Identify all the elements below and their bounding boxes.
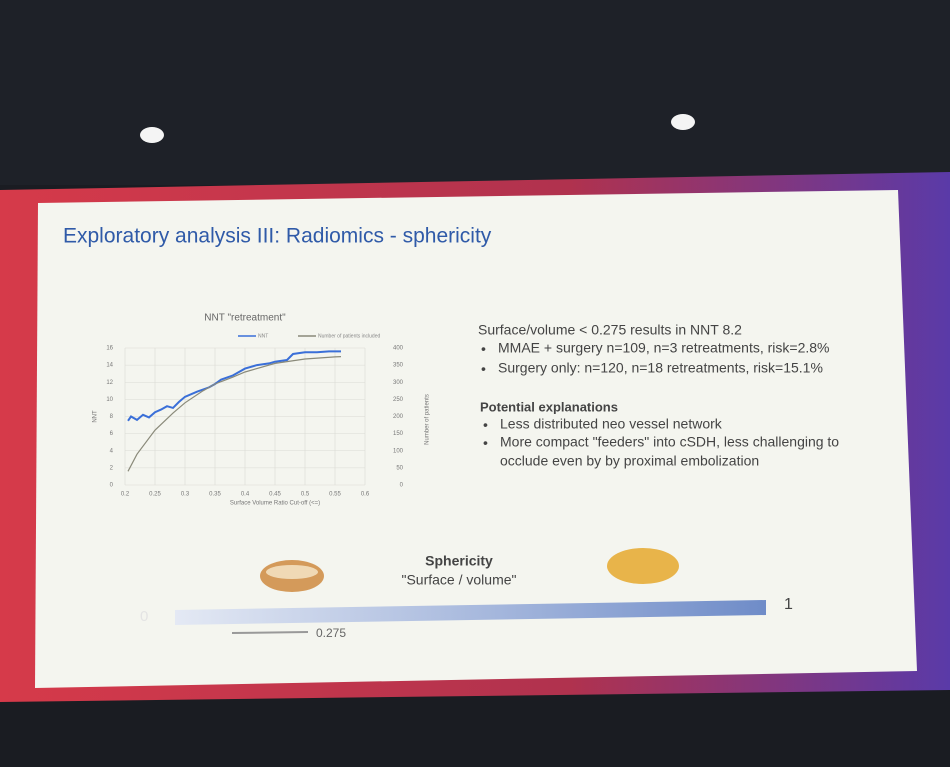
bullet: • — [481, 341, 486, 357]
y2-tick-label: 200 — [393, 414, 404, 420]
y-tick-label: 2 — [110, 465, 114, 471]
ceiling — [0, 0, 950, 185]
y2-tick-label: 300 — [393, 380, 404, 386]
scale-title: Sphericity — [425, 553, 493, 569]
slide-title: Exploratory analysis III: Radiomics - sp… — [63, 225, 492, 248]
explanation-bullet: occlude even by by proximal embolization — [500, 453, 759, 469]
x-tick-label: 0.5 — [301, 492, 310, 498]
x-tick-label: 0.45 — [269, 492, 281, 498]
series-line — [127, 356, 342, 472]
donut-image — [266, 565, 318, 579]
ceiling-light — [140, 127, 164, 143]
y2-tick-label: 100 — [393, 448, 404, 454]
y-tick-label: 16 — [106, 346, 113, 352]
explanations-heading: Potential explanations — [480, 399, 618, 414]
bullet: • — [483, 435, 488, 451]
y-tick-label: 0 — [110, 483, 114, 489]
x-tick-label: 0.3 — [181, 492, 190, 498]
chart-title: NNT "retreatment" — [204, 313, 286, 324]
slide — [35, 190, 917, 688]
x-tick-label: 0.25 — [149, 492, 161, 498]
legend-label: NNT — [258, 333, 268, 339]
y-tick-label: 10 — [106, 397, 113, 403]
x-tick-label: 0.2 — [121, 492, 130, 498]
y2-tick-label: 150 — [393, 431, 404, 437]
bullet: • — [483, 417, 488, 433]
scale-min-label: 0 — [140, 608, 148, 625]
ceiling-light — [671, 114, 695, 130]
x-tick-label: 0.35 — [209, 492, 221, 498]
y-axis-label: NNT — [93, 410, 99, 423]
y2-axis-label: Number of patients — [425, 394, 431, 445]
sphericity-bar — [175, 600, 766, 625]
disc-image — [607, 548, 679, 584]
summary-bullet: MMAE + surgery n=109, n=3 retreatments, … — [498, 340, 830, 356]
scale-subtitle: "Surface / volume" — [402, 572, 517, 588]
y-tick-label: 14 — [106, 363, 113, 369]
y-tick-label: 12 — [106, 380, 113, 386]
legend-label: Number of patients included — [318, 333, 380, 339]
x-tick-label: 0.6 — [361, 492, 370, 498]
scale-max-label: 1 — [784, 596, 793, 613]
y2-tick-label: 400 — [393, 346, 404, 352]
y-tick-label: 4 — [110, 448, 114, 454]
y2-tick-label: 0 — [400, 483, 404, 489]
y2-tick-label: 350 — [393, 363, 404, 369]
scale-marker-label: 0.275 — [316, 626, 346, 640]
explanation-bullet: More compact "feeders" into cSDH, less c… — [500, 434, 839, 450]
x-tick-label: 0.4 — [241, 492, 250, 498]
y-tick-label: 8 — [110, 414, 114, 420]
x-axis-label: Surface Volume Ratio Cut-off (<=) — [230, 501, 320, 507]
y2-tick-label: 50 — [396, 465, 403, 471]
summary-heading: Surface/volume < 0.275 results in NNT 8.… — [478, 322, 742, 338]
x-tick-label: 0.55 — [329, 492, 341, 498]
y-tick-label: 6 — [110, 431, 114, 437]
chart: 0 2 4 6 8 10 12 14 16 0 50 100 150 200 250 300 350 400 0.2… — [93, 313, 431, 507]
y2-tick-label: 250 — [393, 397, 404, 403]
bullet: • — [481, 361, 486, 377]
explanation-bullet: Less distributed neo vessel network — [500, 416, 723, 432]
cutoff-marker — [231, 631, 309, 634]
summary-bullet: Surgery only: n=120, n=18 retreatments, … — [498, 360, 823, 376]
